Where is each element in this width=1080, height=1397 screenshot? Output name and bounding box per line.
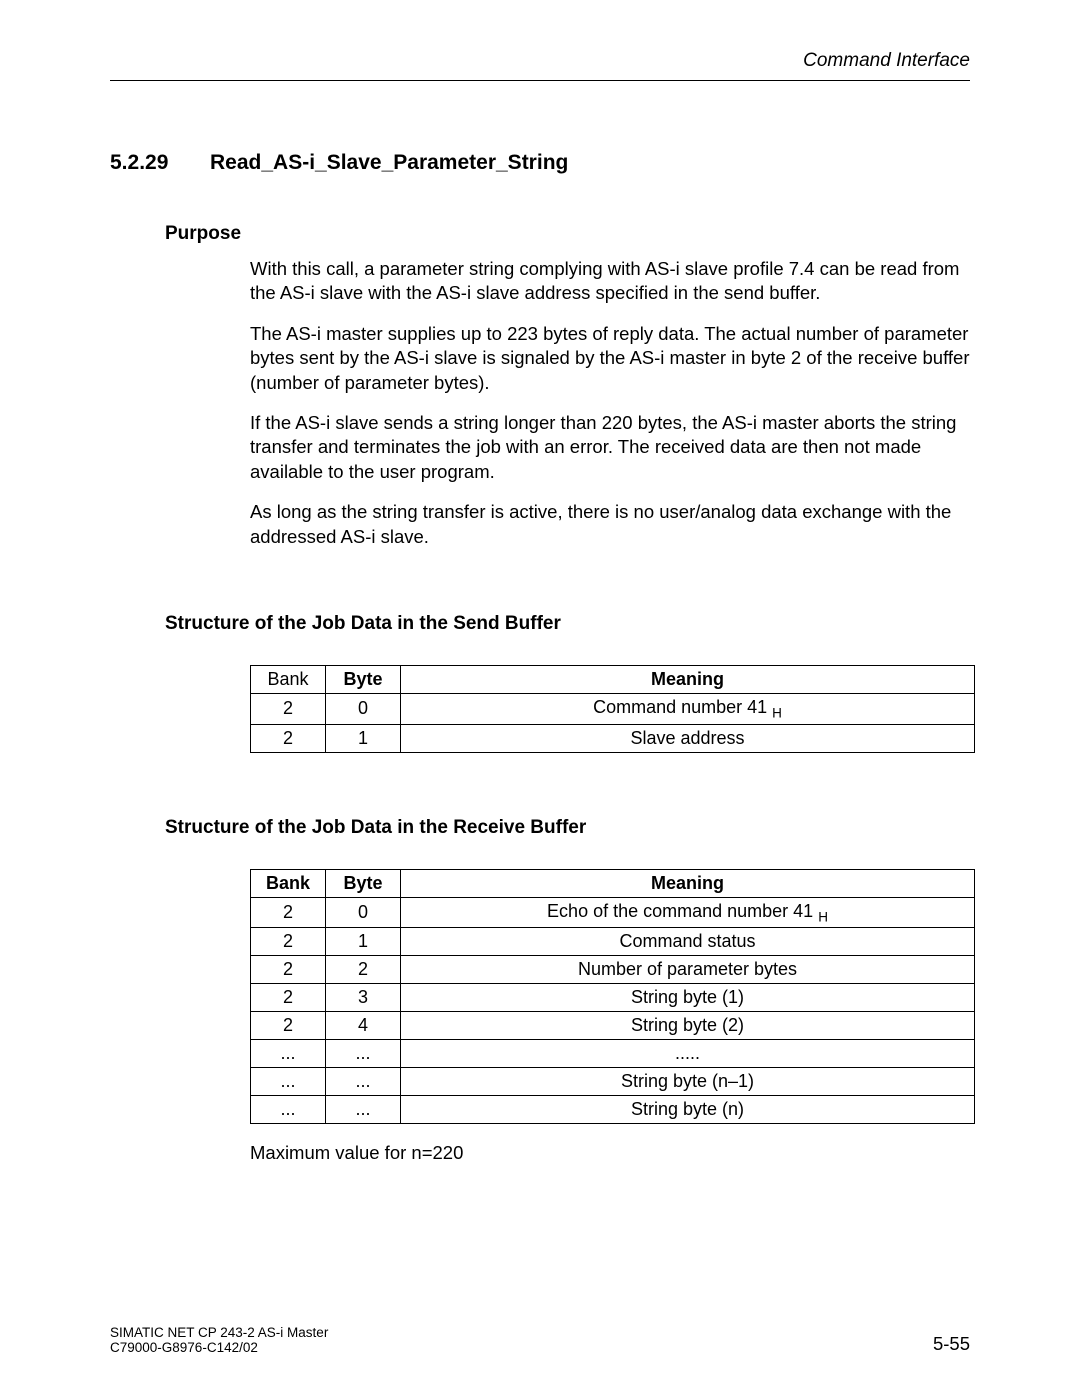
cell-bank: 2 bbox=[251, 694, 326, 725]
receive-buffer-heading: Structure of the Job Data in the Receive… bbox=[165, 817, 970, 839]
cell-byte: 0 bbox=[326, 694, 401, 725]
table-row: 2 4 String byte (2) bbox=[251, 1012, 975, 1040]
cell-bank: ... bbox=[251, 1040, 326, 1068]
cell-byte: ... bbox=[326, 1096, 401, 1124]
footer-left: SIMATIC NET CP 243-2 AS-i Master C79000-… bbox=[110, 1325, 328, 1355]
cell-bank: 2 bbox=[251, 928, 326, 956]
table-row: 2 1 Command status bbox=[251, 928, 975, 956]
cell-byte: 1 bbox=[326, 724, 401, 752]
running-header: Command Interface bbox=[110, 50, 970, 81]
table-row: 2 0 Echo of the command number 41 H bbox=[251, 897, 975, 928]
col-meaning: Meaning bbox=[401, 666, 975, 694]
table-row: ... ... ..... bbox=[251, 1040, 975, 1068]
page-footer: SIMATIC NET CP 243-2 AS-i Master C79000-… bbox=[110, 1325, 970, 1355]
section-number: 5.2.29 bbox=[110, 151, 210, 175]
table-header-row: Bank Byte Meaning bbox=[251, 666, 975, 694]
purpose-para-2: The AS-i master supplies up to 223 bytes… bbox=[250, 322, 970, 395]
cell-meaning: String byte (n) bbox=[401, 1096, 975, 1124]
purpose-para-1: With this call, a parameter string compl… bbox=[250, 257, 970, 306]
table-row: ... ... String byte (n–1) bbox=[251, 1068, 975, 1096]
table-row: ... ... String byte (n) bbox=[251, 1096, 975, 1124]
col-bank: Bank bbox=[251, 869, 326, 897]
cell-bank: 2 bbox=[251, 897, 326, 928]
section-heading-row: 5.2.29 Read_AS-i_Slave_Parameter_String bbox=[110, 151, 970, 175]
cell-byte: 1 bbox=[326, 928, 401, 956]
cell-byte: 2 bbox=[326, 956, 401, 984]
page: Command Interface 5.2.29 Read_AS-i_Slave… bbox=[0, 0, 1080, 1397]
cell-byte: 4 bbox=[326, 1012, 401, 1040]
cell-byte: ... bbox=[326, 1040, 401, 1068]
cell-meaning: String byte (1) bbox=[401, 984, 975, 1012]
col-bank: Bank bbox=[251, 666, 326, 694]
receive-buffer-note: Maximum value for n=220 bbox=[250, 1142, 970, 1164]
purpose-para-4: As long as the string transfer is active… bbox=[250, 500, 970, 549]
cell-bank: 2 bbox=[251, 1012, 326, 1040]
cell-byte: 3 bbox=[326, 984, 401, 1012]
footer-line-2: C79000-G8976-C142/02 bbox=[110, 1340, 328, 1355]
cell-meaning: String byte (2) bbox=[401, 1012, 975, 1040]
purpose-body: With this call, a parameter string compl… bbox=[250, 257, 970, 549]
section-title: Read_AS-i_Slave_Parameter_String bbox=[210, 151, 568, 175]
table-row: 2 2 Number of parameter bytes bbox=[251, 956, 975, 984]
col-meaning: Meaning bbox=[401, 869, 975, 897]
cell-meaning: Echo of the command number 41 H bbox=[401, 897, 975, 928]
cell-byte: 0 bbox=[326, 897, 401, 928]
table-row: 2 1 Slave address bbox=[251, 724, 975, 752]
cell-meaning: Command number 41 H bbox=[401, 694, 975, 725]
col-byte: Byte bbox=[326, 869, 401, 897]
send-buffer-table: Bank Byte Meaning 2 0 Command number 41 … bbox=[250, 665, 975, 753]
table-header-row: Bank Byte Meaning bbox=[251, 869, 975, 897]
cell-bank: 2 bbox=[251, 956, 326, 984]
cell-bank: ... bbox=[251, 1096, 326, 1124]
cell-bank: 2 bbox=[251, 984, 326, 1012]
cell-meaning: ..... bbox=[401, 1040, 975, 1068]
table-row: 2 0 Command number 41 H bbox=[251, 694, 975, 725]
page-number: 5-55 bbox=[933, 1333, 970, 1355]
table-row: 2 3 String byte (1) bbox=[251, 984, 975, 1012]
cell-bank: ... bbox=[251, 1068, 326, 1096]
cell-meaning: Number of parameter bytes bbox=[401, 956, 975, 984]
send-buffer-heading: Structure of the Job Data in the Send Bu… bbox=[165, 613, 970, 635]
cell-byte: ... bbox=[326, 1068, 401, 1096]
cell-meaning: String byte (n–1) bbox=[401, 1068, 975, 1096]
col-byte: Byte bbox=[326, 666, 401, 694]
footer-line-1: SIMATIC NET CP 243-2 AS-i Master bbox=[110, 1325, 328, 1340]
cell-bank: 2 bbox=[251, 724, 326, 752]
purpose-heading: Purpose bbox=[165, 223, 970, 245]
cell-meaning: Slave address bbox=[401, 724, 975, 752]
cell-meaning: Command status bbox=[401, 928, 975, 956]
purpose-para-3: If the AS-i slave sends a string longer … bbox=[250, 411, 970, 484]
receive-buffer-table: Bank Byte Meaning 2 0 Echo of the comman… bbox=[250, 869, 975, 1125]
